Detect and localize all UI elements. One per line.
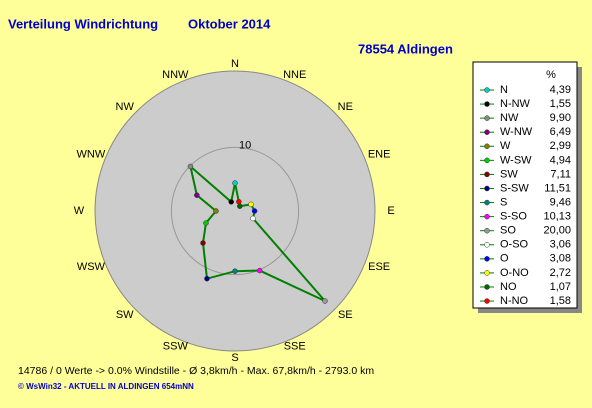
legend-marker (484, 256, 490, 262)
wind-point (236, 198, 242, 205)
wind-point (228, 199, 234, 205)
legend-marker (484, 199, 490, 206)
legend-marker (484, 270, 490, 276)
wind-point (232, 180, 238, 186)
chart-title: Verteilung Windrichtung (8, 16, 158, 31)
legend-label: N (500, 84, 508, 96)
legend-label: NW (500, 112, 519, 124)
direction-label: NNE (283, 69, 306, 81)
direction-label: W (74, 205, 85, 217)
legend-value: 10,13 (543, 211, 571, 223)
legend-label: SO (500, 225, 516, 237)
legend-marker (484, 101, 490, 107)
legend-value: 11,51 (544, 182, 571, 194)
legend-marker (484, 157, 490, 164)
legend-label: S-SO (500, 211, 527, 223)
wind-point (213, 208, 219, 214)
legend-label: O-NO (500, 267, 529, 279)
credit: © WsWin32 - AKTUELL IN ALDINGEN 654mNN (18, 382, 194, 391)
legend-value: 20,00 (543, 225, 571, 237)
legend-marker (484, 227, 490, 234)
legend-marker (484, 242, 490, 248)
direction-label: WNW (77, 149, 106, 161)
wind-point (248, 201, 254, 208)
legend-label: O (500, 253, 509, 265)
direction-label: E (387, 205, 394, 217)
chart-subtitle: Oktober 2014 (188, 16, 271, 31)
legend-value: 2,99 (550, 140, 571, 152)
plot-area (94, 70, 376, 352)
legend-value: 3,08 (550, 253, 571, 265)
legend-marker (484, 129, 490, 135)
direction-label: SSE (284, 341, 306, 353)
direction-label: NW (116, 101, 135, 113)
wind-point (200, 240, 206, 246)
legend-marker (484, 143, 490, 150)
legend-label: N-NW (500, 98, 531, 110)
direction-label: SSW (163, 341, 189, 353)
legend-marker (484, 284, 490, 290)
legend-value: 6,49 (550, 126, 571, 138)
legend-label: W-SW (500, 154, 532, 166)
legend-value: 3,06 (550, 239, 571, 251)
legend-box (472, 61, 578, 309)
direction-label: SW (116, 309, 134, 321)
direction-label: NE (338, 101, 353, 113)
direction-label: N (231, 58, 239, 70)
legend-value: 4,94 (550, 154, 571, 166)
grid-ring (170, 146, 300, 276)
legend-label: SW (500, 168, 518, 180)
legend-value: 1,55 (550, 98, 571, 110)
legend-value: 4,39 (550, 84, 571, 96)
r-tick-label: 10 (239, 139, 251, 151)
legend-marker (484, 213, 490, 220)
legend-header: % (546, 69, 556, 81)
legend-label: N-NO (500, 295, 529, 307)
legend-label: NO (500, 281, 517, 293)
legend-value: 9,46 (550, 196, 571, 208)
legend-marker (484, 87, 490, 93)
legend-marker (484, 298, 490, 304)
wind-point (237, 203, 243, 209)
legend-marker (484, 171, 490, 178)
legend-marker (484, 115, 490, 121)
wind-point (232, 268, 238, 274)
legend-marker (484, 185, 490, 192)
direction-label: ESE (368, 261, 390, 273)
direction-label: S (231, 352, 238, 364)
legend-label: S-SW (500, 182, 529, 194)
wind-point (194, 192, 200, 198)
direction-label: ENE (368, 149, 391, 161)
legend-value: 1,07 (550, 281, 571, 293)
legend-value: 2,72 (550, 267, 571, 279)
footer: 14786 / 0 Werte -> 0.0% Windstille - Ø 3… (18, 365, 374, 377)
wind-point (203, 220, 209, 226)
legend-label: O-SO (500, 239, 529, 251)
direction-label: SE (338, 309, 353, 321)
legend-value: 7,11 (550, 168, 571, 180)
direction-label: NNW (162, 69, 189, 81)
legend-label: W-NW (500, 126, 533, 138)
wind-point (256, 267, 263, 274)
wind-point (251, 208, 258, 214)
wind-point (187, 163, 194, 170)
legend-value: 1,58 (550, 295, 571, 307)
location: 78554 Aldingen (358, 41, 453, 56)
wind-point (250, 215, 256, 222)
legend-label: S (500, 196, 507, 208)
wind-point (322, 298, 328, 304)
direction-label: WSW (77, 261, 106, 273)
legend-label: W (500, 140, 511, 152)
wind-point (204, 275, 210, 282)
legend-value: 9,90 (550, 112, 571, 124)
